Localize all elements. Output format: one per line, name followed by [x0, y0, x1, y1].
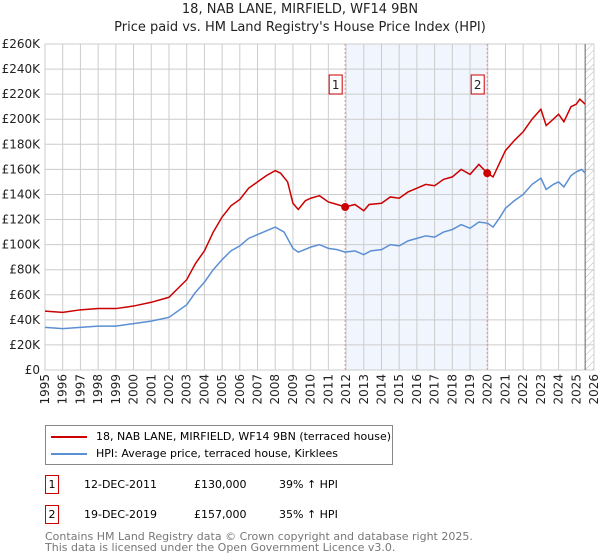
x-tick-label: 2020 — [481, 374, 495, 405]
legend-item-property: 18, NAB LANE, MIRFIELD, WF14 9BN (terrac… — [46, 428, 392, 445]
sale-marker-label: 1 — [332, 78, 340, 92]
y-tick-label: £140K — [2, 187, 42, 201]
sale-date: 19-DEC-2019 — [84, 508, 158, 521]
x-tick-label: 1999 — [109, 374, 123, 405]
x-tick-label: 2010 — [304, 374, 318, 405]
x-tick-label: 2018 — [445, 374, 459, 405]
y-tick-label: £100K — [2, 238, 42, 252]
legend-swatch-blue — [51, 452, 87, 455]
sale-marker-label: 2 — [474, 78, 482, 92]
y-tick-label: £60K — [9, 288, 41, 302]
x-tick-label: 2023 — [534, 374, 548, 405]
x-tick-label: 2000 — [127, 374, 141, 405]
footer-licence: This data is licensed under the Open Gov… — [45, 541, 396, 554]
chart-title: 18, NAB LANE, MIRFIELD, WF14 9BN — [181, 2, 419, 17]
sale-row-2: 2 19-DEC-2019 £157,000 35% ↑ HPI — [45, 505, 338, 524]
y-tick-label: £0 — [25, 363, 40, 377]
series-line — [44, 168, 586, 330]
x-tick-label: 2011 — [321, 374, 335, 405]
y-tick-label: £40K — [9, 313, 41, 327]
x-tick-label: 2006 — [233, 374, 247, 405]
x-tick-label: 2007 — [251, 374, 265, 405]
y-tick-label: £120K — [2, 213, 42, 227]
x-tick-label: 2022 — [516, 374, 530, 405]
x-tick-label: 2015 — [392, 374, 406, 405]
x-tick-label: 2021 — [498, 374, 512, 405]
y-tick-label: £240K — [2, 62, 42, 76]
x-tick-label: 2004 — [197, 374, 211, 405]
footer-copyright: Contains HM Land Registry data © Crown c… — [45, 530, 473, 543]
chart-subtitle: Price paid vs. HM Land Registry's House … — [114, 20, 486, 35]
legend-label: 18, NAB LANE, MIRFIELD, WF14 9BN (terrac… — [96, 430, 392, 443]
legend-swatch-red — [51, 435, 87, 438]
y-tick-label: £220K — [2, 87, 42, 101]
x-tick-label: 2008 — [268, 374, 282, 405]
legend-label: HPI: Average price, terraced house, Kirk… — [96, 447, 339, 460]
x-tick-label: 1996 — [56, 374, 70, 405]
x-tick-label: 2009 — [286, 374, 300, 405]
sale-date: 12-DEC-2011 — [84, 478, 158, 491]
x-tick-label: 2026 — [587, 374, 600, 405]
sale-marker-badge: 1 — [45, 475, 59, 494]
chart-plot: 1995 1996 1997 1998 1999 2000 2001 2002 2003 2004… — [2, 37, 600, 405]
sale-point — [341, 203, 350, 211]
legend-item-hpi: HPI: Average price, terraced house, Kirk… — [46, 445, 392, 462]
y-tick-label: £80K — [9, 263, 41, 277]
x-tick-label: 2016 — [410, 374, 424, 405]
footer: Contains HM Land Registry data © Crown c… — [45, 531, 473, 553]
plot-area — [44, 43, 595, 371]
x-tick-label: 2017 — [428, 374, 442, 405]
hatched-region — [585, 44, 594, 370]
x-tick-label: 1995 — [38, 374, 52, 405]
x-tick-label: 2025 — [569, 374, 583, 405]
y-tick-label: £160K — [2, 162, 42, 176]
x-tick-label: 1998 — [91, 374, 105, 405]
y-tick-label: £200K — [2, 112, 42, 126]
sale-row-1: 1 12-DEC-2011 £130,000 39% ↑ HPI — [45, 475, 338, 494]
sale-hpi-diff: 35% ↑ HPI — [279, 508, 338, 521]
x-tick-label: 2005 — [215, 374, 229, 405]
x-tick-label: 2024 — [552, 374, 566, 405]
sale-marker-box — [328, 74, 343, 95]
x-tick-label: 2012 — [339, 374, 353, 405]
x-tick-label: 2001 — [144, 374, 158, 405]
x-tick-label: 2019 — [463, 374, 477, 405]
y-tick-label: £260K — [2, 37, 42, 51]
sale-marker-box — [470, 74, 485, 95]
x-tick-label: 2003 — [180, 374, 194, 405]
x-tick-label: 2013 — [357, 374, 371, 405]
chart-legend: 18, NAB LANE, MIRFIELD, WF14 9BN (terrac… — [45, 425, 393, 465]
sale-point — [483, 169, 492, 178]
shaded-period — [345, 44, 488, 370]
sale-hpi-diff: 39% ↑ HPI — [279, 478, 338, 491]
sale-price: £157,000 — [194, 508, 247, 521]
x-tick-label: 2014 — [374, 374, 388, 405]
sale-marker-badge: 2 — [45, 505, 59, 524]
sale-price: £130,000 — [194, 478, 247, 491]
x-tick-label: 2002 — [162, 374, 176, 405]
x-tick-label: 1997 — [73, 374, 87, 405]
y-tick-label: £180K — [2, 137, 42, 151]
y-tick-label: £20K — [9, 338, 41, 352]
series-line — [44, 98, 586, 314]
